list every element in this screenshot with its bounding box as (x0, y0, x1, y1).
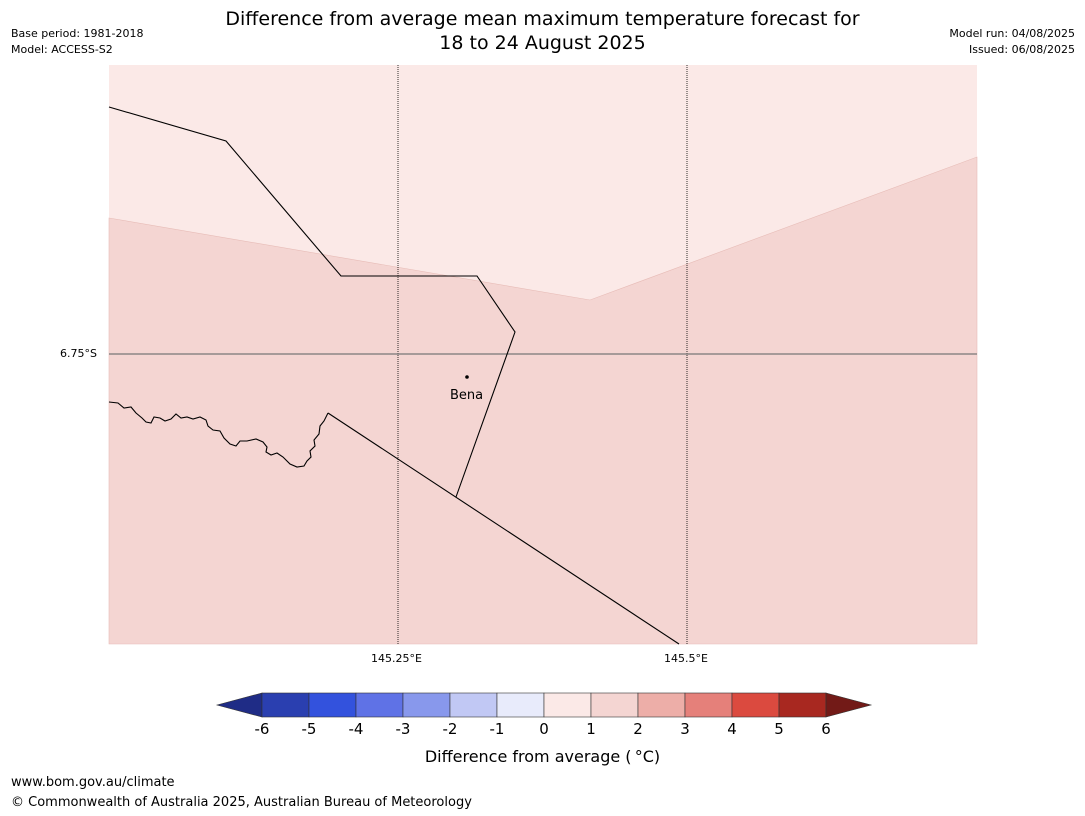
colorbar-label: Difference from average ( °C) (424, 747, 661, 766)
colorbar-segment (449, 692, 498, 718)
colorbar-segment (355, 692, 404, 718)
colorbar-tick-label: 2 (633, 720, 643, 738)
colorbar-arrow-low (215, 692, 263, 718)
title-line-2: 18 to 24 August 2025 (439, 32, 646, 54)
colorbar-segment (731, 692, 780, 718)
colorbar-tick-label: -2 (442, 720, 458, 738)
footer-url: www.bom.gov.au/climate (11, 775, 175, 790)
bena-marker (465, 375, 469, 379)
colorbar-segment (308, 692, 357, 718)
colorbar-tick-label: 3 (680, 720, 690, 738)
colorbar-tick-label: -1 (489, 720, 505, 738)
colorbar-tick-label: 4 (727, 720, 737, 738)
base-period-text: Base period: 1981-2018 (11, 27, 144, 40)
colorbar-tick-label: -3 (395, 720, 411, 738)
colorbar-segment (684, 692, 733, 718)
longitude-label-145-5: 145.5°E (664, 652, 708, 665)
map-title: Difference from average mean maximum tem… (0, 7, 1085, 55)
province-border-south (327, 412, 680, 645)
province-border-north (108, 106, 516, 498)
colorbar-arrow-high (825, 692, 873, 718)
header-left-info: Base period: 1981-2018 Model: ACCESS-S2 (11, 26, 143, 58)
model-text: Model: ACCESS-S2 (11, 43, 113, 56)
colorbar-segment (637, 692, 686, 718)
issued-text: Issued: 06/08/2025 (968, 43, 1075, 56)
colorbar-tick-label: 6 (821, 720, 831, 738)
colorbar-segment (261, 692, 310, 718)
colorbar-tick-label: -4 (348, 720, 364, 738)
colorbar-segment (778, 692, 827, 718)
title-line-1: Difference from average mean maximum tem… (225, 8, 860, 30)
footer-copyright: © Commonwealth of Australia 2025, Austra… (11, 795, 472, 810)
colorbar-segment (543, 692, 592, 718)
colorbar-segment (496, 692, 545, 718)
province-border-west (108, 401, 329, 468)
place-label-bena: Bena (450, 388, 484, 403)
latitude-label: 6.75°S (60, 347, 97, 360)
colorbar-segment (590, 692, 639, 718)
colorbar-segment (402, 692, 451, 718)
model-run-text: Model run: 04/08/2025 (949, 27, 1075, 40)
colorbar-tick-label: -5 (301, 720, 317, 738)
header-right-info: Model run: 04/08/2025 Issued: 06/08/2025 (949, 26, 1075, 58)
colorbar-tick-label: 1 (586, 720, 596, 738)
colorbar-tick-label: 5 (774, 720, 784, 738)
anomaly-region-1-to-2 (108, 156, 978, 645)
colorbar-tick-label: -6 (254, 720, 270, 738)
longitude-label-145-25: 145.25°E (371, 652, 422, 665)
colorbar-tick-label: 0 (539, 720, 549, 738)
